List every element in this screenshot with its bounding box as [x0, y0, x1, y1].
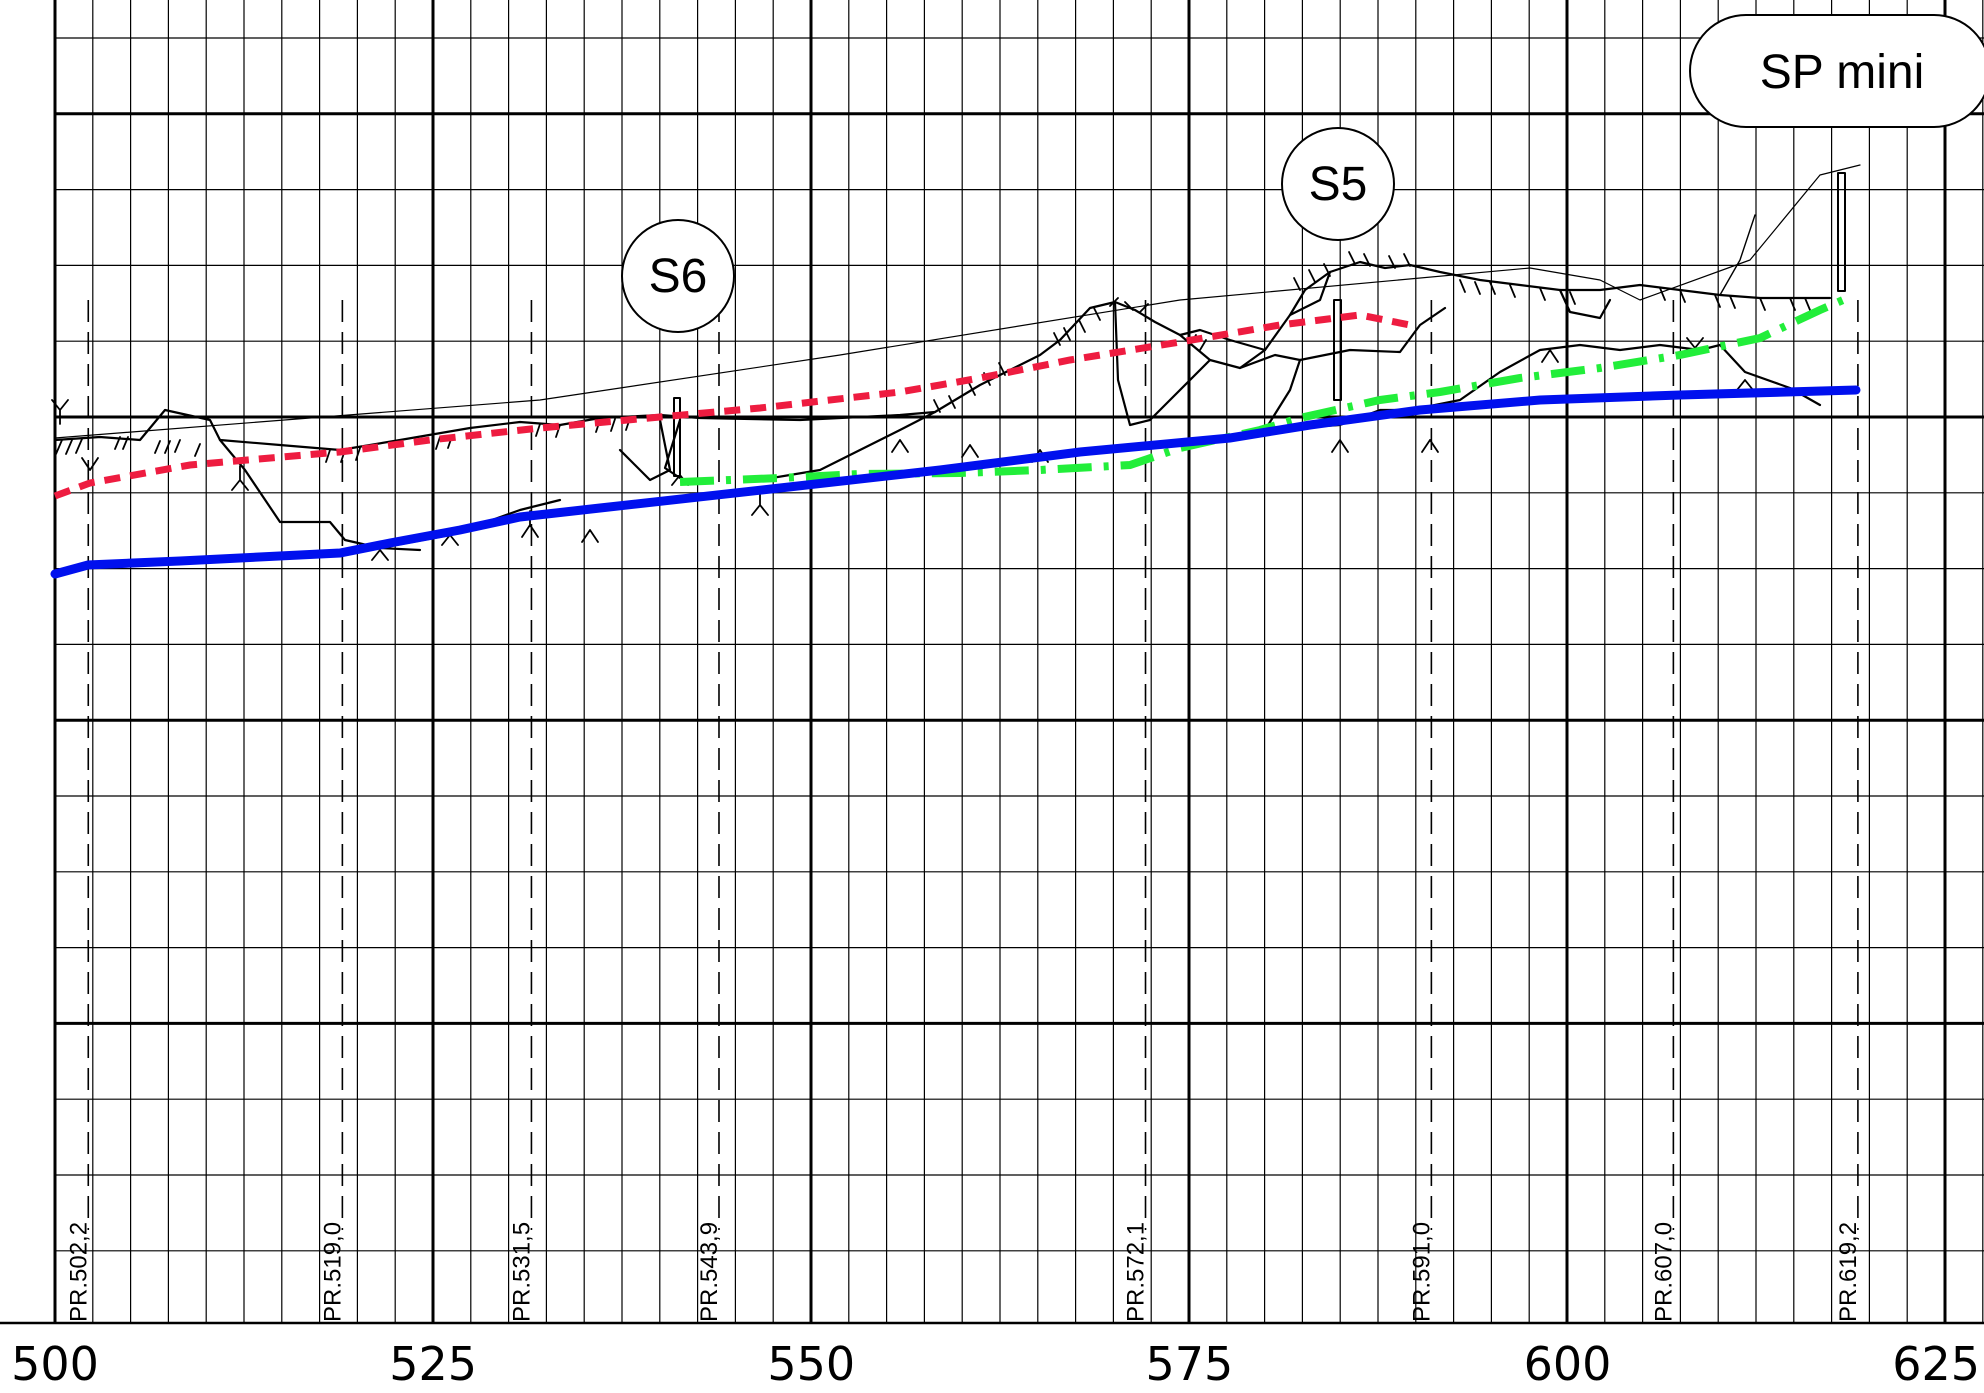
marker-s5-circle [1281, 127, 1395, 241]
x-tick-label: 550 [767, 1337, 855, 1391]
marker-s5-label: S5 [1309, 158, 1368, 211]
profile-label: PR.619,2 [1835, 1222, 1862, 1322]
profile-label: PR.519,0 [319, 1222, 346, 1322]
marker-s6: S6 [621, 219, 735, 333]
x-tick-label: 625 [1892, 1337, 1980, 1391]
profile-label: PR.572,1 [1123, 1222, 1150, 1322]
slope-trace-12 [1719, 214, 1756, 296]
marker-sp-mini-label: SP mini [1760, 46, 1925, 99]
slope-trace-6 [1113, 300, 1212, 427]
ground-surface-line [53, 260, 1832, 452]
profile-label: PR.531,5 [508, 1222, 535, 1322]
x-axis-labels: 500 525 550 575 600 625 [11, 1337, 1980, 1391]
green-dash-dot-line [679, 293, 1852, 486]
x-tick-label: 600 [1524, 1337, 1612, 1391]
profile-label: PR.607,0 [1650, 1222, 1677, 1322]
borehole-s5 [1333, 299, 1342, 401]
thin-reference-line [54, 164, 1861, 439]
slope-trace-4 [663, 418, 682, 480]
slope-trace-3 [618, 418, 672, 482]
marker-s6-label: S6 [649, 250, 708, 303]
grid [0, 0, 1984, 1325]
marker-s5: S5 [1281, 127, 1395, 241]
marker-sp-mini: SP mini [1689, 14, 1984, 128]
profile-label: PR.543,9 [696, 1222, 723, 1322]
marker-sp-mini-box [1689, 14, 1984, 128]
borehole-sp-mini [1837, 172, 1846, 292]
x-tick-label: 500 [11, 1337, 99, 1391]
profile-label: PR.502,2 [65, 1222, 92, 1322]
terrain-sketch [51, 164, 1861, 561]
x-tick-label: 575 [1145, 1337, 1233, 1391]
slope-trace-13 [1288, 270, 1332, 317]
blue-solid-line [50, 385, 1861, 579]
slope-trace-11 [1558, 288, 1612, 320]
borehole-s6 [673, 397, 681, 477]
profile-lines [87, 300, 1859, 1230]
slope-trace-9 [1408, 343, 1822, 412]
profile-labels: PR.502,2 PR.519,0 PR.531,5 PR.543,9 PR.572,1… [65, 1222, 1862, 1322]
red-dashed-line [53, 311, 1411, 500]
profile-label: PR.591,0 [1408, 1222, 1435, 1322]
x-tick-label: 525 [389, 1337, 477, 1391]
marker-s6-circle [621, 219, 735, 333]
